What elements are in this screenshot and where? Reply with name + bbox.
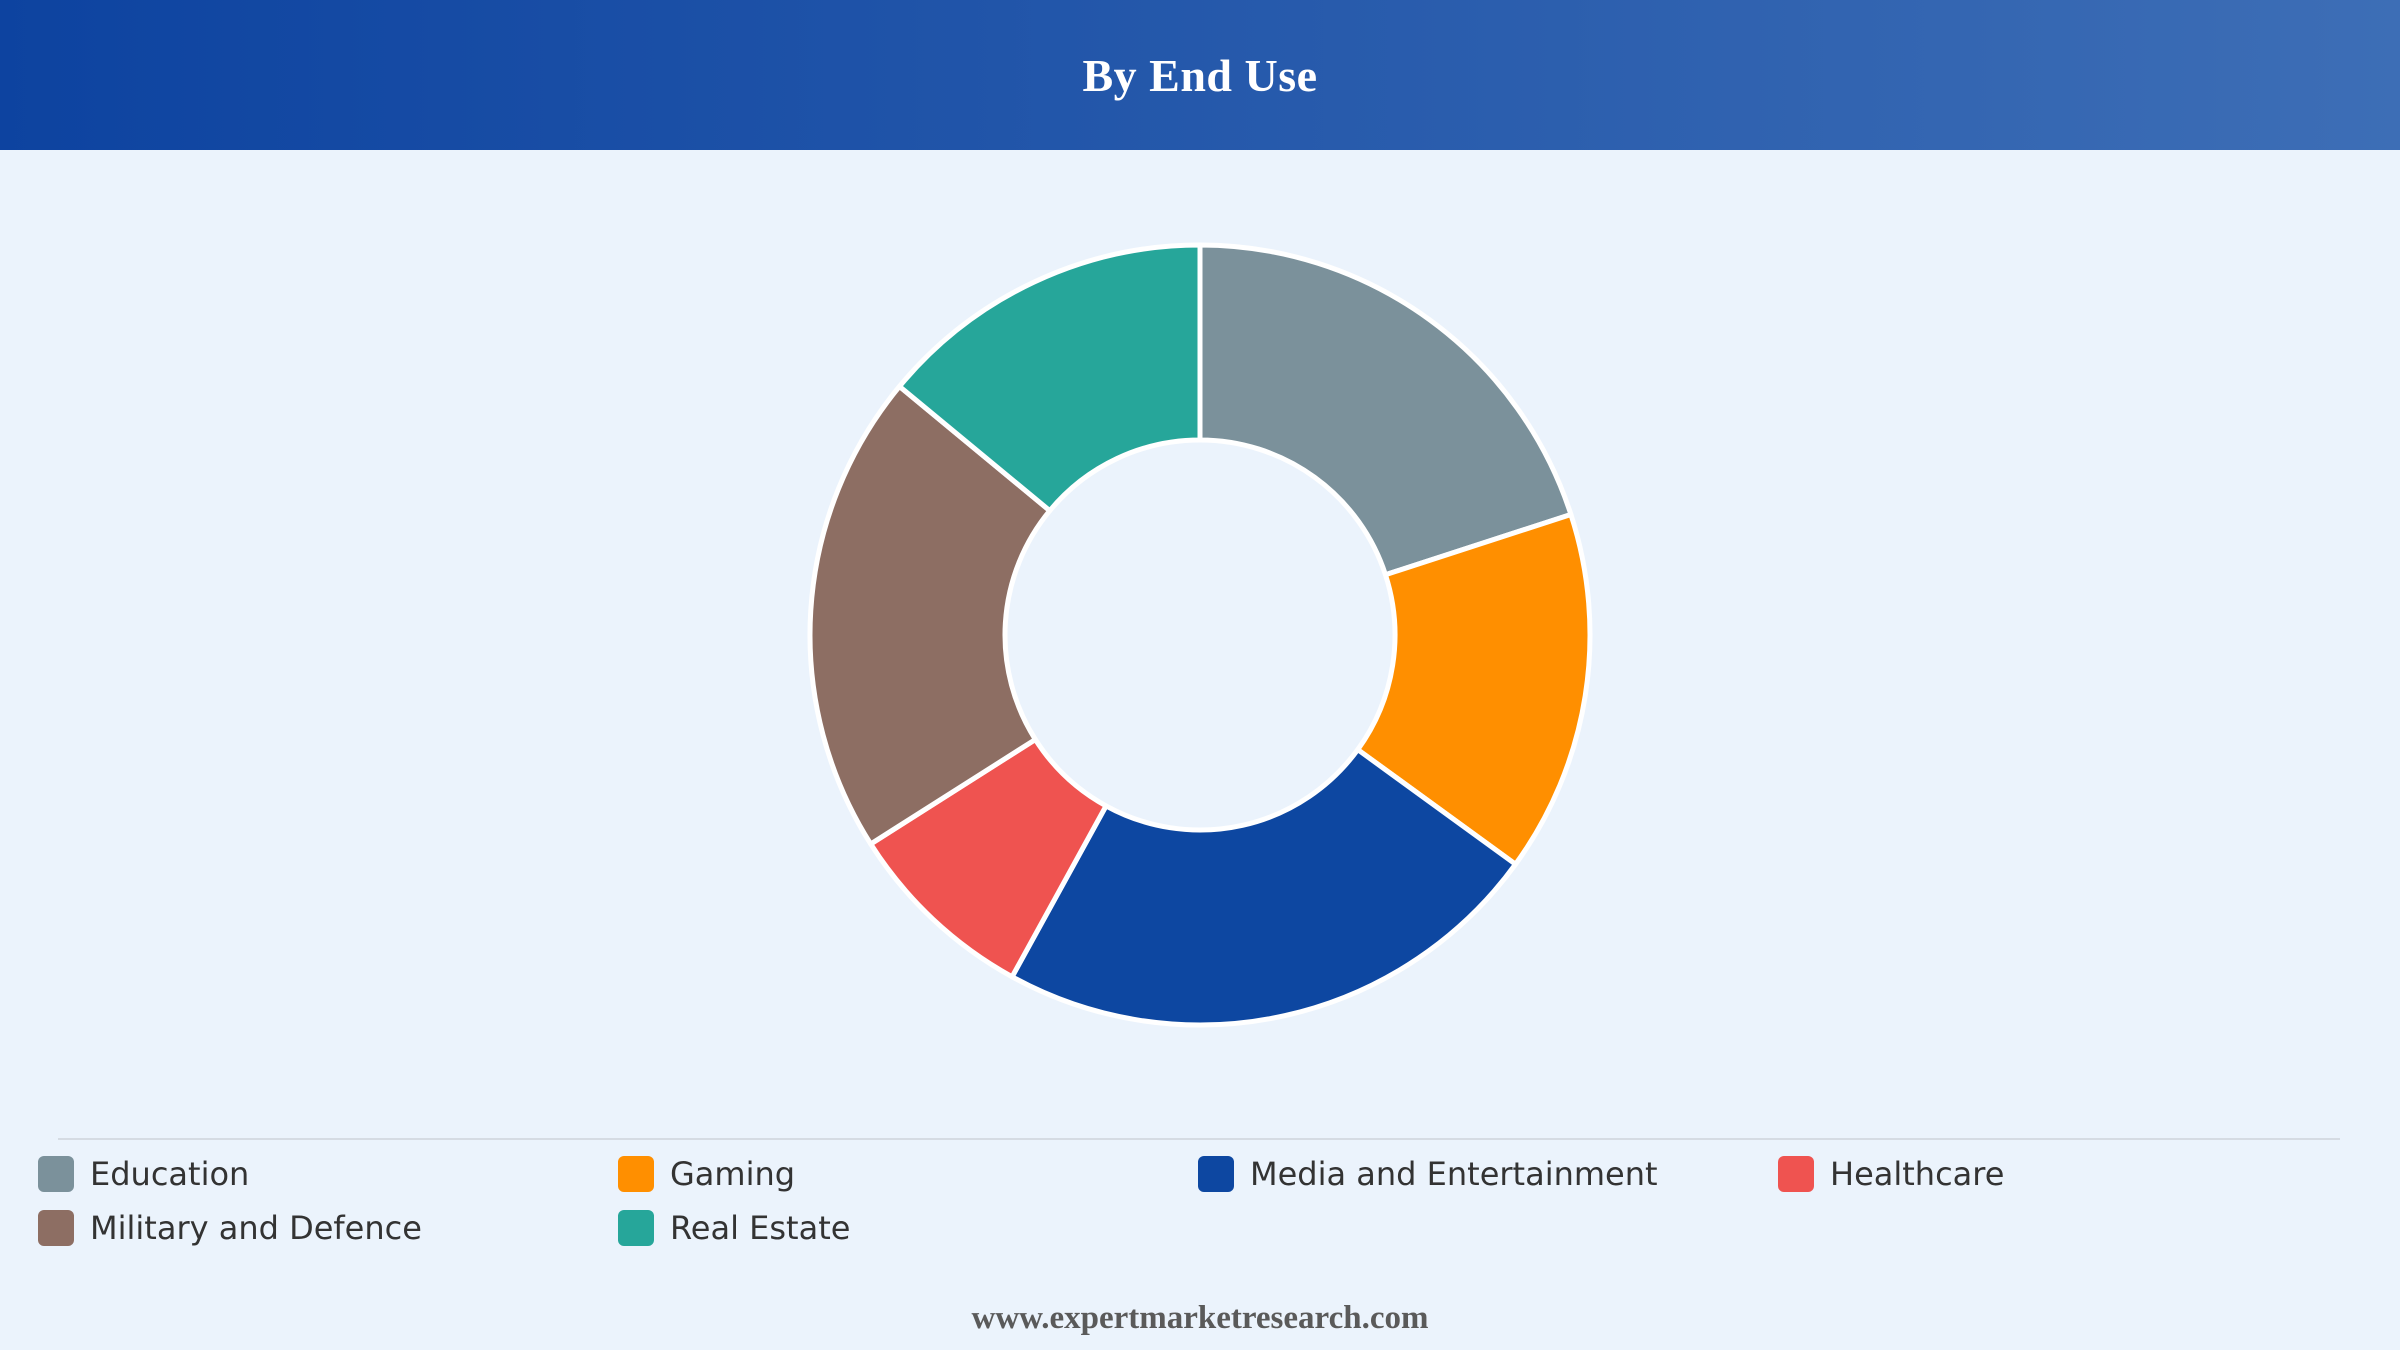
legend-swatch-real-estate [618,1210,654,1246]
chart-area [0,150,2400,1120]
donut-slice-real-estate[interactable] [897,242,1203,514]
legend-item-healthcare[interactable]: Healthcare [1778,1154,2358,1194]
donut-slice-media-and-entertainment[interactable] [1009,747,1519,1028]
legend-swatch-gaming [618,1156,654,1192]
chart-title: By End Use [1082,49,1318,101]
legend-label-healthcare: Healthcare [1830,1155,2005,1193]
donut-slice-military-and-defence[interactable] [807,383,1053,847]
legend-swatch-education [38,1156,74,1192]
header-banner: By End Use [0,0,2400,150]
donut-chart [807,242,1593,1028]
legend-item-military-and-defence[interactable]: Military and Defence [38,1208,618,1248]
legend-swatch-military-and-defence [38,1210,74,1246]
legend-label-media-and-entertainment: Media and Entertainment [1250,1155,1658,1193]
donut-slice-education[interactable] [1197,242,1574,578]
legend-item-real-estate[interactable]: Real Estate [618,1208,1198,1248]
legend-swatch-healthcare [1778,1156,1814,1192]
legend-label-real-estate: Real Estate [670,1209,851,1247]
legend-item-education[interactable]: Education [38,1154,618,1194]
source-footer[interactable]: www.expertmarketresearch.com [971,1300,1429,1336]
donut-slice-gaming[interactable] [1355,511,1593,867]
legend-swatch-media-and-entertainment [1198,1156,1234,1192]
legend-divider [58,1138,2340,1140]
legend-label-education: Education [90,1155,250,1193]
legend-label-gaming: Gaming [670,1155,796,1193]
legend-label-military-and-defence: Military and Defence [90,1209,422,1247]
legend-item-gaming[interactable]: Gaming [618,1154,1198,1194]
legend-item-media-and-entertainment[interactable]: Media and Entertainment [1198,1154,1778,1194]
legend: Education Gaming Media and Entertainment… [38,1154,2368,1248]
